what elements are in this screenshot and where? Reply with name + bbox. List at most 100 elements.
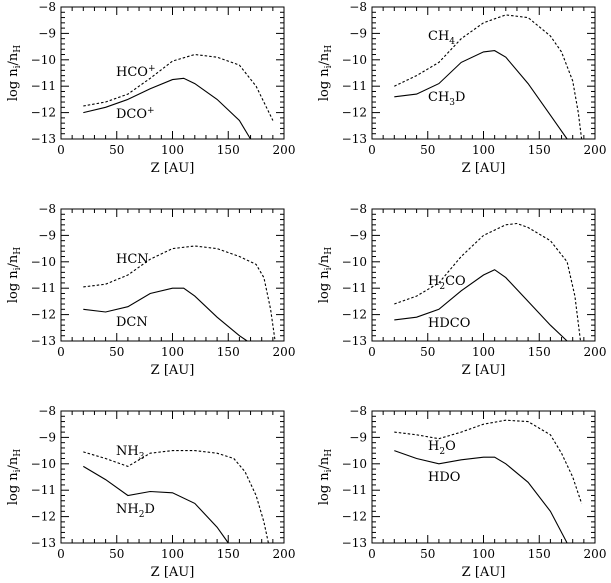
x-tick-label: 200 (273, 547, 296, 561)
y-axis-label: log ni/nH (317, 247, 334, 303)
y-tick-label: −10 (31, 53, 56, 67)
series-line-hdco (394, 269, 568, 342)
x-tick-label: 150 (528, 345, 551, 359)
series-label: H2CO (428, 274, 466, 292)
x-tick-label: 50 (420, 143, 435, 157)
x-tick-label: 150 (528, 547, 551, 561)
series-line-nh3 (83, 450, 269, 544)
y-tick-label: −10 (342, 53, 367, 67)
series-label: HDCO (428, 316, 470, 331)
x-tick-label: 0 (368, 547, 376, 561)
y-tick-label: −11 (342, 79, 367, 93)
y-tick-label: −12 (342, 106, 367, 120)
series-label: NH2D (116, 502, 155, 520)
x-tick-label: 50 (109, 143, 124, 157)
x-tick-label: 200 (584, 345, 607, 359)
x-axis-label: Z [AU] (462, 161, 506, 176)
series-label: HCO+ (116, 64, 156, 80)
plot-frame (60, 410, 285, 544)
y-tick-label: −10 (342, 255, 367, 269)
x-tick-label: 150 (217, 143, 240, 157)
y-axis-label: log ni/nH (6, 449, 23, 505)
y-tick-label: −12 (31, 308, 56, 322)
x-tick-label: 0 (368, 345, 376, 359)
x-tick-label: 200 (273, 345, 296, 359)
series-line-ch4 (394, 14, 583, 140)
y-tick-label: −12 (342, 308, 367, 322)
series-label: CH4 (428, 29, 455, 47)
y-tick-label: −9 (38, 26, 56, 40)
y-axis-label: log ni/nH (6, 247, 23, 303)
series-label: CH3D (428, 90, 465, 108)
y-tick-label: −11 (31, 483, 56, 497)
x-tick-label: 100 (472, 143, 495, 157)
y-tick-label: −11 (31, 79, 56, 93)
x-tick-label: 100 (161, 143, 184, 157)
y-tick-label: −9 (349, 228, 367, 242)
panel-1: 0 50 100 150 200 −13 −12 −11 −10 −9 −8 Z [AU] log ni… (6, 0, 295, 176)
y-tick-label: −12 (31, 510, 56, 524)
x-tick-label: 200 (273, 143, 296, 157)
x-tick-label: 50 (109, 345, 124, 359)
series-label: DCO+ (116, 106, 155, 122)
y-tick-label: −13 (31, 132, 56, 146)
y-tick-label: −8 (349, 404, 367, 418)
series-label: DCN (116, 315, 148, 330)
series-line-hdo (394, 450, 568, 544)
y-axis-label: log ni/nH (6, 45, 23, 101)
y-tick-label: −11 (31, 281, 56, 295)
y-tick-label: −8 (349, 202, 367, 216)
y-tick-label: −8 (38, 0, 56, 14)
series-line-hco (83, 53, 274, 121)
y-tick-label: −10 (31, 255, 56, 269)
x-tick-label: 50 (420, 547, 435, 561)
x-axis-label: Z [AU] (151, 363, 195, 378)
y-tick-label: −8 (349, 0, 367, 14)
x-tick-label: 200 (584, 143, 607, 157)
series-line-nh2d (83, 465, 229, 544)
series-label: HCN (116, 252, 149, 267)
panel-6: 0 50 100 150 200 −13 −12 −11 −10 −9 −8 Z [AU] log ni… (317, 404, 606, 580)
x-tick-label: 0 (57, 143, 65, 157)
panel-2: 0 50 100 150 200 −13 −12 −11 −10 −9 −8 Z [AU] log ni… (317, 0, 606, 176)
panel-3: 0 50 100 150 200 −13 −12 −11 −10 −9 −8 Z [AU] log ni… (6, 202, 295, 378)
x-tick-label: 150 (217, 547, 240, 561)
series-line-dco (83, 77, 251, 140)
series-line-h2o (394, 419, 583, 504)
plot-frame (60, 6, 285, 140)
y-tick-label: −10 (31, 457, 56, 471)
y-tick-label: −9 (38, 228, 56, 242)
series-label: NH3 (116, 444, 145, 462)
x-axis-label: Z [AU] (462, 363, 506, 378)
x-tick-label: 100 (472, 345, 495, 359)
y-axis-label: log ni/nH (317, 45, 334, 101)
x-tick-label: 50 (420, 345, 435, 359)
y-tick-label: −13 (342, 334, 367, 348)
series-line-dcn (83, 287, 248, 342)
x-tick-label: 100 (161, 547, 184, 561)
plot-frame (371, 6, 596, 140)
y-tick-label: −13 (31, 536, 56, 550)
x-tick-label: 150 (528, 143, 551, 157)
y-tick-label: −10 (342, 457, 367, 471)
x-tick-label: 0 (57, 547, 65, 561)
series-line-hcn (83, 245, 276, 342)
x-tick-label: 200 (584, 547, 607, 561)
y-tick-label: −9 (349, 430, 367, 444)
y-tick-label: −13 (31, 334, 56, 348)
x-tick-label: 0 (57, 345, 65, 359)
series-line-ch3d (394, 50, 568, 140)
x-axis-label: Z [AU] (151, 565, 195, 580)
y-tick-label: −8 (38, 202, 56, 216)
series-label: H2O (428, 439, 456, 457)
y-tick-label: −12 (31, 106, 56, 120)
y-tick-label: −8 (38, 404, 56, 418)
series-line-h2co (394, 222, 582, 342)
x-tick-label: 100 (472, 547, 495, 561)
y-tick-label: −12 (342, 510, 367, 524)
y-tick-label: −13 (342, 132, 367, 146)
y-axis-label: log ni/nH (317, 449, 334, 505)
y-tick-label: −13 (342, 536, 367, 550)
x-axis-label: Z [AU] (462, 565, 506, 580)
